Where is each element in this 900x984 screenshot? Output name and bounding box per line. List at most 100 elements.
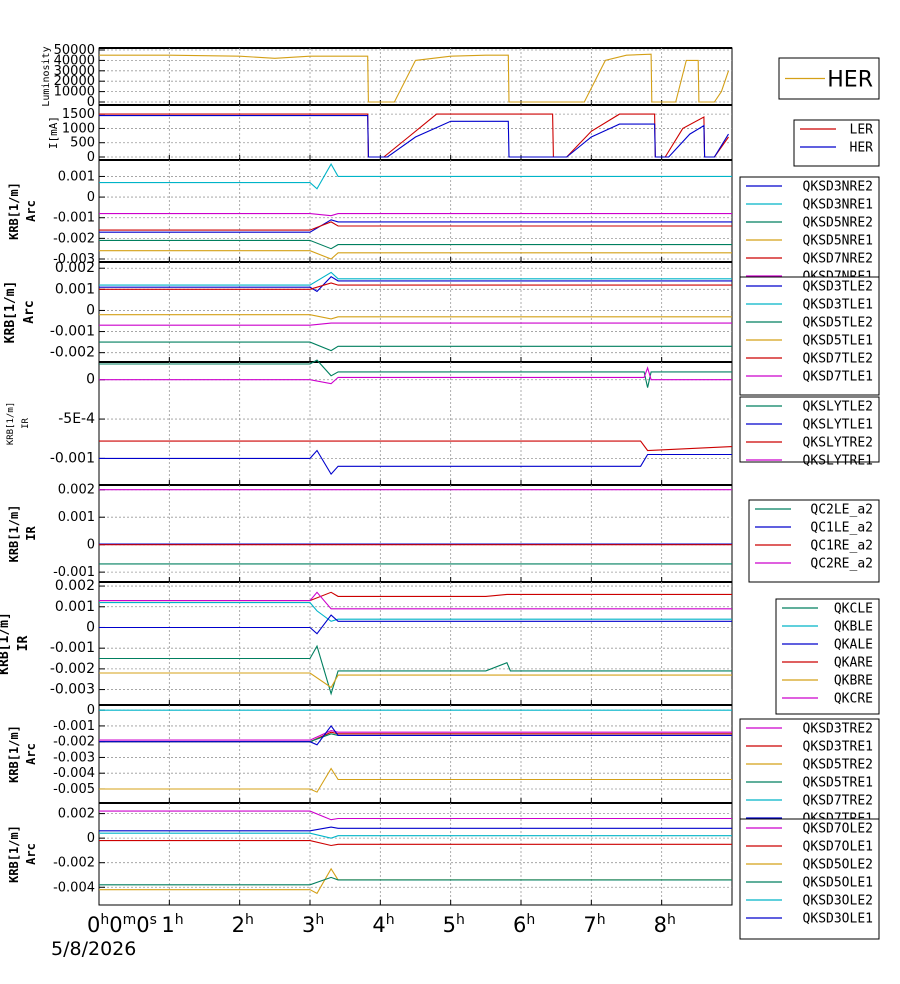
- y-tick-label: -0.001: [53, 565, 95, 580]
- y-tick-label: 20000: [54, 74, 95, 89]
- legend-6: QC2LE_a2 QC1LE_a2 QC1RE_a2 QC2RE_a2: [748, 499, 880, 583]
- y-tick-label: -0.001: [50, 324, 95, 340]
- legend-entry: QKSD3NRE1: [803, 198, 873, 213]
- legend-entry: QKSD5OLE1: [803, 876, 873, 891]
- x-tick-label: 7h: [583, 912, 605, 937]
- series-line-qkslytre2: [99, 440, 733, 452]
- y-tick-label: 0.001: [55, 599, 95, 615]
- series-line-qksd7nre2: [99, 221, 732, 231]
- series-line-qksd7ole1: [99, 840, 732, 847]
- y-tick-label: -0.003: [53, 750, 95, 765]
- y-axis-label-2: IR: [21, 418, 31, 429]
- y-tick-label: -0.002: [53, 231, 95, 246]
- y-tick-label: 0: [87, 190, 95, 205]
- series-line-qksd7tle1: [99, 322, 732, 326]
- legend-entry: QKSD3NRE2: [803, 180, 873, 195]
- series-line-her: [99, 115, 729, 158]
- legend-entry: HER: [850, 141, 874, 156]
- y-tick-label: 50000: [54, 43, 95, 58]
- series-line-her: [99, 53, 730, 103]
- series-line-qksd7ole2: [99, 810, 732, 821]
- x-axis: 0h0m0s 1h 2h 3h 4h 5h 6h 7h 8h: [87, 912, 676, 937]
- chart-panel-5: 0 -5E-4 -0.001 KRB[1/m] IR: [6, 359, 733, 486]
- y-axis-label-2: Arc: [24, 843, 38, 865]
- y-tick-label: 30000: [54, 64, 95, 79]
- y-tick-label: -5E-4: [58, 411, 95, 427]
- series-line-qksd3ole2: [99, 832, 732, 839]
- legend-entry: QKSLYTLE2: [803, 400, 873, 415]
- legend-entry: QC2LE_a2: [810, 503, 873, 518]
- legend-8: QKSD3TRE2 QKSD3TRE1 QKSD5TRE2 QKSD5TRE1 QKSD…: [739, 718, 880, 838]
- y-tick-label: 0.001: [55, 281, 95, 297]
- legend-entry: QKSD5OLE2: [803, 858, 873, 873]
- y-tick-label: 0.001: [58, 169, 95, 184]
- legend-box: [748, 499, 880, 583]
- y-axis-label-2: IR: [16, 636, 31, 652]
- series-line-qkble: [99, 602, 732, 622]
- x-tick-label: 8h: [654, 912, 676, 937]
- legend-entry: QKSLYTRE2: [803, 436, 873, 451]
- y-tick-label: 0.002: [58, 807, 95, 822]
- legend-entry: QKSD7NRE2: [803, 252, 873, 267]
- y-tick-label: -0.004: [53, 766, 95, 781]
- y-tick-label: -0.002: [53, 735, 95, 750]
- series-line-qksd7tle2: [99, 282, 732, 290]
- series-line-qksd3ole1: [99, 826, 732, 832]
- series-line-qksd7nre1: [99, 213, 732, 217]
- y-axis-label: KRB[1/m]: [7, 725, 21, 783]
- y-tick-label: -0.001: [53, 719, 95, 734]
- series-line-qksd5ole1: [99, 876, 732, 886]
- y-axis-label: KRB[1/m]: [7, 505, 21, 563]
- legend-entry: LER: [850, 123, 874, 138]
- legend-entry: QKSD5NRE1: [803, 234, 873, 249]
- y-tick-label: -0.004: [53, 880, 95, 895]
- chart-panel-6: 0.002 0.001 0 -0.001 KRB[1/m] IR: [7, 483, 733, 583]
- y-axis-label: KRB[1/m]: [6, 402, 16, 445]
- x-tick-label: 3h: [302, 912, 324, 937]
- y-tick-label: 1500: [62, 107, 95, 122]
- series-line-qkcle: [99, 644, 732, 696]
- legend-entry: QKSD3OLE1: [803, 912, 873, 927]
- x-tick-label: 4h: [372, 912, 394, 937]
- legend-entry: QKSD7TLE2: [803, 352, 873, 367]
- y-tick-label: 1000: [62, 121, 95, 136]
- y-tick-label: 0.001: [58, 510, 95, 525]
- legend-box: [739, 718, 880, 838]
- legend-5: QKSLYTLE2 QKSLYTLE1 QKSLYTRE2 QKSLYTRE1: [739, 396, 880, 469]
- series-line-qkslytre1: [99, 366, 732, 385]
- panel-frame: [98, 159, 733, 263]
- legend-entry: QKSD3OLE2: [803, 894, 873, 909]
- y-tick-label: 0.002: [55, 578, 95, 594]
- panel-frame: [98, 361, 733, 486]
- y-tick-label: -0.003: [53, 252, 95, 267]
- y-axis-label: Luminosity: [41, 46, 52, 106]
- legend-1: HER: [778, 57, 880, 100]
- date-label: 5/8/2026: [51, 938, 137, 960]
- panel-frame: [98, 104, 733, 161]
- legend-entry: QKSD5TRE1: [803, 776, 873, 791]
- legend-entry: QC2RE_a2: [810, 557, 873, 572]
- series-line-qksd5tre2: [99, 767, 732, 793]
- y-axis-label-2: Arc: [22, 300, 37, 323]
- legend-entry: QKBLE: [834, 620, 873, 635]
- legend-box: [775, 598, 880, 715]
- y-axis-label: KRB[1/m]: [7, 825, 21, 883]
- y-tick-label: -0.003: [50, 682, 95, 698]
- x-tick-label: 1h: [161, 912, 183, 937]
- y-axis-label-2: Arc: [24, 743, 38, 765]
- x-tick-label: 5h: [443, 912, 465, 937]
- y-axis-label: KRB[1/m]: [0, 612, 12, 675]
- series-line-qksd3tre2: [99, 730, 732, 741]
- panel-frame: [98, 704, 733, 804]
- legend-entry: QKSLYTLE1: [803, 418, 873, 433]
- y-tick-label: 40000: [54, 53, 95, 68]
- series-line-qksd7tre1: [99, 724, 732, 746]
- legend-box: [739, 396, 880, 463]
- legend-entry: QKBRE: [834, 674, 873, 689]
- legend-box: [739, 818, 880, 940]
- legend-2: LER HER: [793, 119, 880, 167]
- chart-panel-3: 0.001 0 -0.001 -0.002 -0.003 KRB[1/m] Arc: [7, 159, 733, 267]
- legend-9: QKSD7OLE2 QKSD7OLE1 QKSD5OLE2 QKSD5OLE1 QKSD…: [739, 818, 880, 940]
- legend-entry: QKCLE: [834, 602, 873, 617]
